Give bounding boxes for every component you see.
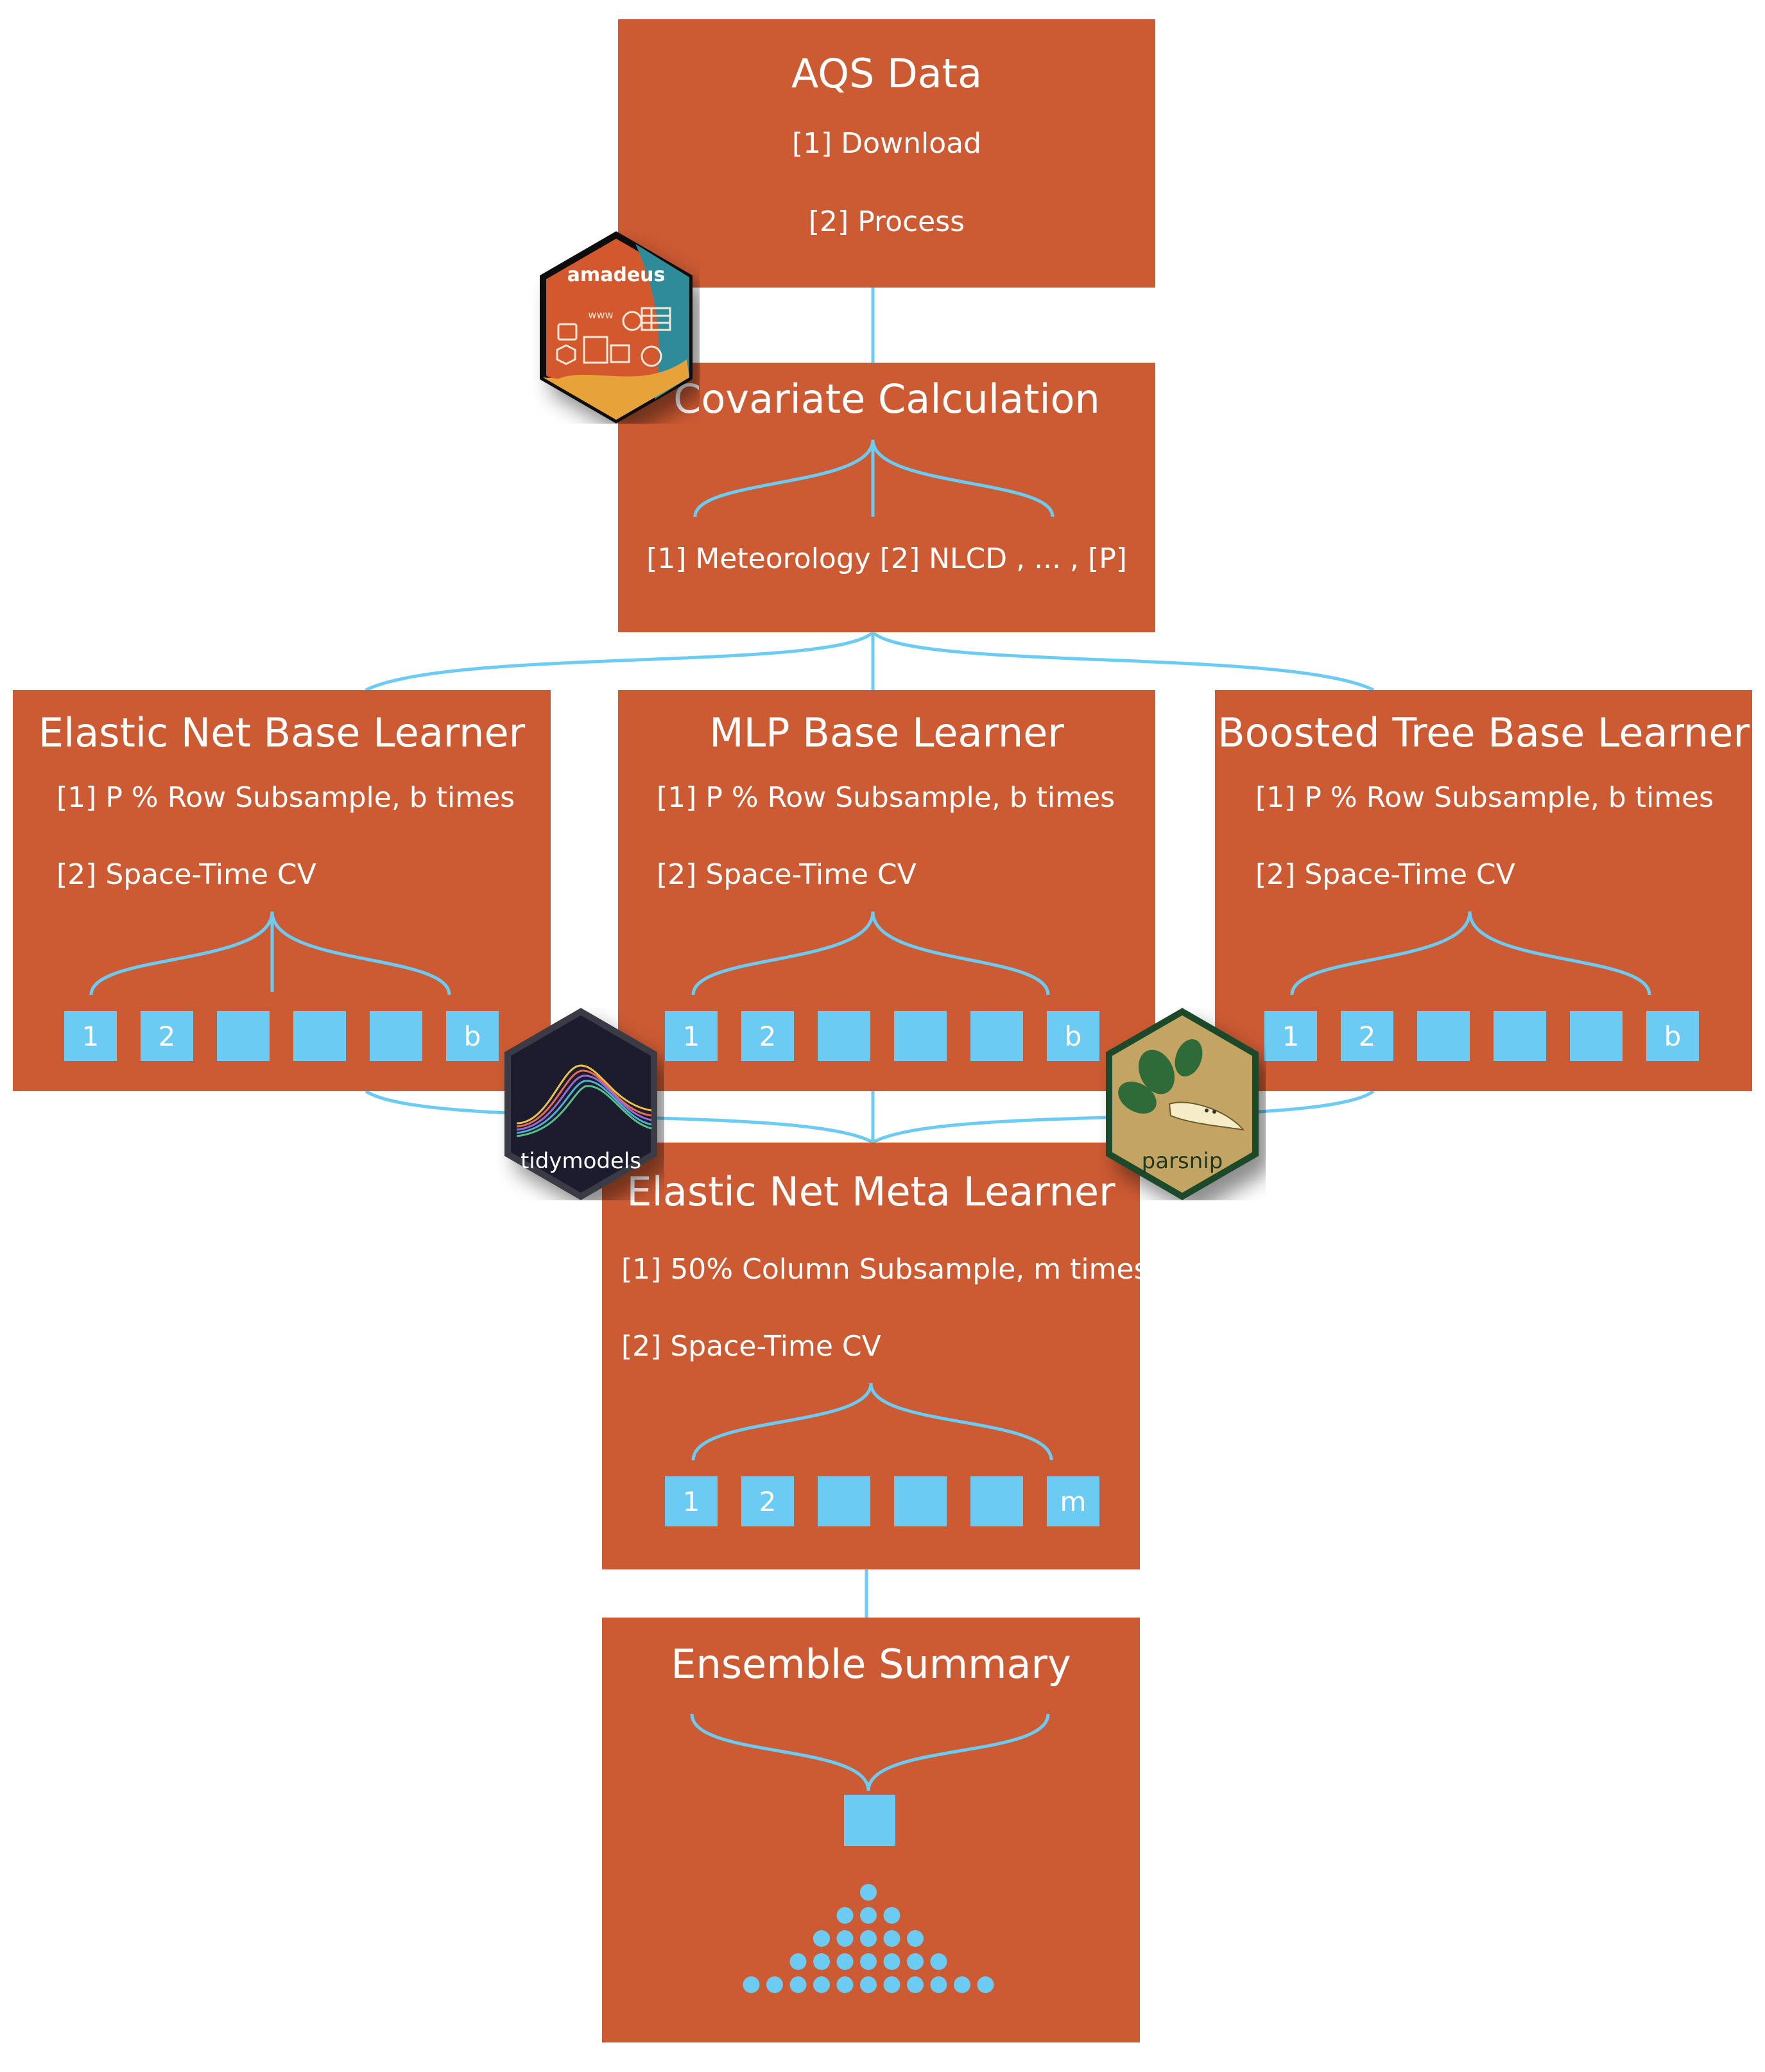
mlp-base-learner-box: MLP Base Learner [1] P % Row Subsample, … bbox=[618, 690, 1155, 1091]
distribution-dot bbox=[789, 1953, 807, 1970]
ensemble-brace-icon bbox=[690, 1713, 1050, 1791]
elastic-base-step-cv: [2] Space-Time CV bbox=[56, 858, 316, 891]
fold-square: 1 bbox=[665, 1476, 718, 1526]
tidymodels-hex-logo-icon: tidymodels bbox=[504, 1008, 657, 1200]
ensemble-summary-square bbox=[844, 1795, 895, 1846]
distribution-dot bbox=[860, 1953, 877, 1970]
distribution-dot bbox=[883, 1907, 900, 1924]
distribution-dot bbox=[907, 1953, 924, 1970]
covariate-list: [1] Meteorology [2] NLCD , ... , [P] bbox=[646, 542, 1127, 575]
fold-square bbox=[293, 1011, 346, 1061]
boosted-tree-base-learner-title: Boosted Tree Base Learner bbox=[1218, 709, 1750, 756]
distribution-dot bbox=[860, 1930, 877, 1947]
fold-square: 2 bbox=[741, 1011, 794, 1061]
distribution-dot bbox=[836, 1907, 854, 1924]
aqs-data-title: AQS Data bbox=[791, 50, 983, 97]
fold-square bbox=[1494, 1011, 1546, 1061]
distribution-dot bbox=[743, 1976, 760, 1993]
distribution-dot bbox=[860, 1884, 877, 1901]
fold-square: b bbox=[1646, 1011, 1699, 1061]
mlp-base-step-subsample: [1] P % Row Subsample, b times bbox=[657, 781, 1115, 814]
meta-step-cv: [2] Space-Time CV bbox=[621, 1330, 881, 1363]
distribution-dot bbox=[930, 1976, 947, 1993]
elastic-net-base-learner-box: Elastic Net Base Learner [1] P % Row Sub… bbox=[13, 690, 551, 1091]
meta-step-column-subsample: [1] 50% Column Subsample, m times bbox=[621, 1253, 1149, 1286]
distribution-dot bbox=[883, 1930, 900, 1947]
fold-square bbox=[818, 1011, 870, 1061]
distribution-dot bbox=[883, 1976, 900, 1993]
elastic-net-meta-learner-box: Elastic Net Meta Learner [1] 50% Column … bbox=[602, 1143, 1148, 1569]
distribution-dot bbox=[977, 1976, 994, 1993]
distribution-dot bbox=[789, 1976, 807, 1993]
connector-covariate-to-elastic bbox=[365, 631, 874, 692]
boosted-base-step-subsample: [1] P % Row Subsample, b times bbox=[1255, 781, 1714, 814]
svg-text:tidymodels: tidymodels bbox=[521, 1148, 641, 1174]
fold-square: 1 bbox=[665, 1011, 718, 1061]
fold-square: 1 bbox=[1264, 1011, 1317, 1061]
covariate-calculation-title: Covariate Calculation bbox=[673, 376, 1100, 422]
mlp-base-step-cv: [2] Space-Time CV bbox=[657, 858, 917, 891]
fold-square bbox=[818, 1476, 870, 1526]
fold-square: m bbox=[1047, 1476, 1099, 1526]
fold-square: 1 bbox=[64, 1011, 117, 1061]
distribution-dot bbox=[860, 1976, 877, 1993]
elastic-net-meta-learner-title: Elastic Net Meta Learner bbox=[626, 1168, 1115, 1215]
svg-text:amadeus: amadeus bbox=[567, 264, 666, 286]
fold-square bbox=[970, 1476, 1023, 1526]
mlp-base-brace-icon bbox=[691, 911, 1050, 996]
fold-square bbox=[370, 1011, 422, 1061]
distribution-dot bbox=[954, 1976, 970, 1993]
fold-square: 2 bbox=[741, 1476, 794, 1526]
distribution-dot bbox=[813, 1976, 830, 1993]
fold-square: b bbox=[446, 1011, 499, 1061]
fold-square bbox=[1417, 1011, 1470, 1061]
ensemble-distribution-dots bbox=[743, 1884, 994, 1993]
boosted-base-brace-icon bbox=[1290, 911, 1651, 996]
aqs-step-download: [1] Download bbox=[791, 127, 982, 160]
svg-text:parsnip: parsnip bbox=[1142, 1148, 1223, 1174]
fold-square: 2 bbox=[141, 1011, 193, 1061]
distribution-dot bbox=[813, 1930, 830, 1947]
elastic-net-base-learner-title: Elastic Net Base Learner bbox=[38, 709, 526, 756]
amadeus-hex-logo-icon: amadeus www bbox=[540, 231, 693, 424]
meta-brace-icon bbox=[691, 1383, 1053, 1461]
distribution-dot bbox=[930, 1953, 947, 1970]
aqs-step-process: [2] Process bbox=[808, 205, 965, 238]
elastic-base-brace-icon bbox=[89, 911, 451, 996]
fold-square: b bbox=[1047, 1011, 1099, 1061]
fold-square bbox=[894, 1476, 947, 1526]
distribution-dot bbox=[907, 1930, 924, 1947]
covariate-calculation-box: Covariate Calculation [1] Meteorology [2… bbox=[618, 363, 1155, 632]
distribution-dot bbox=[836, 1930, 854, 1947]
ensemble-summary-title: Ensemble Summary bbox=[671, 1641, 1071, 1688]
fold-square: 2 bbox=[1341, 1011, 1393, 1061]
distribution-dot bbox=[836, 1976, 854, 1993]
distribution-dot bbox=[860, 1907, 877, 1924]
mlp-base-learner-title: MLP Base Learner bbox=[709, 709, 1064, 756]
fold-square bbox=[970, 1011, 1023, 1061]
aqs-data-box: AQS Data [1] Download [2] Process bbox=[618, 19, 1155, 288]
boosted-tree-base-learner-box: Boosted Tree Base Learner [1] P % Row Su… bbox=[1215, 690, 1752, 1091]
svg-text:www: www bbox=[588, 309, 613, 321]
fold-square bbox=[1570, 1011, 1623, 1061]
distribution-dot bbox=[766, 1976, 783, 1993]
boosted-base-step-cv: [2] Space-Time CV bbox=[1255, 858, 1515, 891]
fold-square bbox=[894, 1011, 947, 1061]
distribution-dot bbox=[813, 1953, 830, 1970]
covariate-brace-icon bbox=[693, 439, 1055, 517]
parsnip-hex-logo-icon: parsnip bbox=[1106, 1008, 1259, 1200]
elastic-base-step-subsample: [1] P % Row Subsample, b times bbox=[56, 781, 515, 814]
distribution-dot bbox=[907, 1976, 924, 1993]
connector-covariate-to-boosted bbox=[872, 631, 1375, 692]
distribution-dot bbox=[836, 1953, 854, 1970]
ensemble-summary-box: Ensemble Summary bbox=[602, 1618, 1140, 2042]
fold-square bbox=[217, 1011, 270, 1061]
distribution-dot bbox=[883, 1953, 900, 1970]
